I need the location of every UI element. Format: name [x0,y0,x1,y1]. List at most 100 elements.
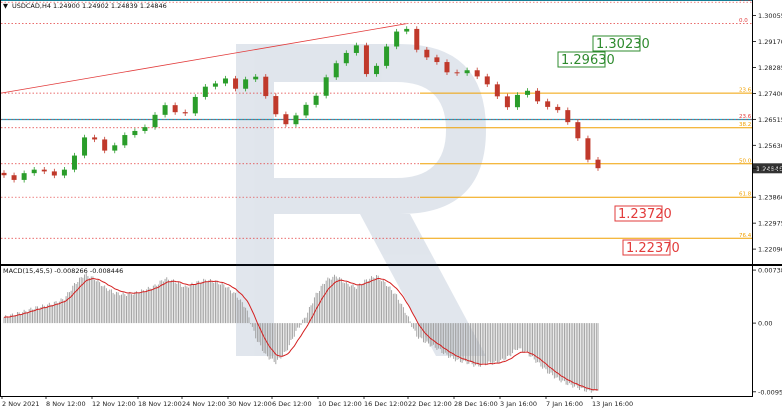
candle-body-6 [61,169,67,176]
trend-line [0,23,407,94]
price-tick-label-8: 1.23860 [758,194,782,202]
x-tick-label-6: 6 Dec 12:00 [272,400,312,408]
candle-body-55 [555,106,561,111]
candle-body-16 [162,105,168,115]
svg-text:1.29630: 1.29630 [561,53,615,68]
macd-tick-label-0: 0.007388 [758,267,782,275]
candle-body-24 [243,79,249,89]
x-tick-label-13: 13 Jan 16:00 [592,400,633,408]
header-arrow-icon[interactable]: ▼ [3,2,8,10]
price-tick-label-4: 1.27400 [758,90,782,98]
candle-body-27 [273,96,279,115]
candle-body-35 [353,45,359,53]
current-price-marker [753,163,782,174]
candle-body-50 [504,96,510,108]
price-tick-label-5: 1.26515 [758,116,782,124]
candle-body-47 [474,70,480,77]
candle-body-19 [192,96,198,114]
symbol-info: USDCAD,H4 1.24900 1.24902 1.24839 1.2484… [12,2,167,10]
candle-body-29 [293,115,299,125]
x-tick-label-1: 8 Nov 12:00 [46,400,86,408]
candle-body-9 [92,137,98,140]
x-tick-label-11: 3 Jan 16:00 [500,400,537,408]
candle-body-0 [1,172,7,176]
candle-body-4 [41,169,47,172]
levels-layer: 38.2 0.0 23.6 23.6 38.2 50.0 61.8 76.4 [0,0,752,239]
candle-body-56 [565,110,571,123]
candle-body-1 [11,175,17,180]
price-tick-label-9: 1.22975 [758,220,782,228]
price-tick-label-7: 1.24846 [758,165,782,173]
candle-body-23 [233,78,239,89]
candle-body-26 [263,76,269,97]
level-label-1: 1.30230 [592,35,650,52]
orange-fib-label-0: 23.6 [739,88,752,94]
candle-body-33 [333,63,339,78]
candle-body-14 [142,127,148,131]
candle-body-7 [71,155,77,170]
candle-body-32 [323,77,329,96]
candle-body-36 [363,45,369,75]
candles-layer: 1.24846 [1,26,782,183]
orange-fib-label-4: 76.4 [739,233,752,239]
candle-body-22 [222,78,228,84]
candle-body-58 [585,138,591,160]
x-tick-label-3: 18 Nov 12:00 [138,400,182,408]
candle-body-21 [212,83,218,87]
candle-body-30 [303,104,309,116]
candle-body-8 [82,137,88,156]
candle-body-59 [595,159,601,169]
macd-layer [3,273,599,393]
candle-body-17 [172,105,178,113]
level-label-4: 1.22370 [622,239,680,256]
price-tick-label-3: 1.28285 [758,64,782,72]
candle-body-12 [122,135,128,146]
candle-body-52 [525,90,531,95]
candle-body-46 [464,70,470,74]
x-tick-label-8: 16 Dec 12:00 [364,400,408,408]
x-tick-label-4: 24 Nov 12:00 [182,400,226,408]
candle-body-18 [182,112,188,114]
macd-signal-line [3,277,599,391]
candle-body-25 [253,76,259,80]
candle-body-31 [313,95,319,105]
x-tick-label-2: 12 Nov 12:00 [92,400,136,408]
x-tick-label-7: 10 Dec 12:00 [318,400,362,408]
x-tick-label-0: 2 Nov 2021 [2,400,40,408]
price-tick-label-1: 1.30055 [758,12,782,20]
candle-body-48 [484,76,490,85]
candle-body-53 [535,90,541,102]
x-tick-label-10: 28 Dec 16:00 [454,400,498,408]
x-tick-label-5: 30 Nov 12:00 [228,400,272,408]
x-tick-label-12: 7 Jan 16:00 [546,400,583,408]
macd-tick-label-2: -0.009573 [758,388,782,396]
candle-body-37 [374,65,380,75]
candle-body-13 [132,130,138,136]
candle-body-43 [434,57,440,63]
candle-body-3 [31,169,37,174]
red-fib-label-2: 23.6 [739,114,752,120]
candle-body-39 [394,31,400,47]
orange-fib-label-2: 50.0 [739,158,752,164]
orange-fib-label-3: 61.8 [739,192,752,198]
level-label-3: 1.23720 [614,205,672,222]
svg-text:1.22370: 1.22370 [626,241,680,256]
svg-text:1.30230: 1.30230 [596,37,650,52]
candle-body-49 [494,84,500,97]
candle-body-15 [152,114,158,128]
red-fib-label-0: 38.2 [739,0,751,3]
candle-body-40 [404,28,410,32]
orange-fib-label-1: 38.2 [739,122,751,128]
candle-body-54 [545,101,551,107]
candle-body-11 [112,145,118,151]
level-label-2: 1.29630 [557,51,615,68]
candle-body-38 [384,46,390,66]
candle-body-44 [444,62,450,73]
svg-text:1.23720: 1.23720 [618,207,672,222]
candle-body-41 [414,28,420,50]
macd-info: MACD(15,45,5) -0.008266 -0.008446 [3,267,123,275]
